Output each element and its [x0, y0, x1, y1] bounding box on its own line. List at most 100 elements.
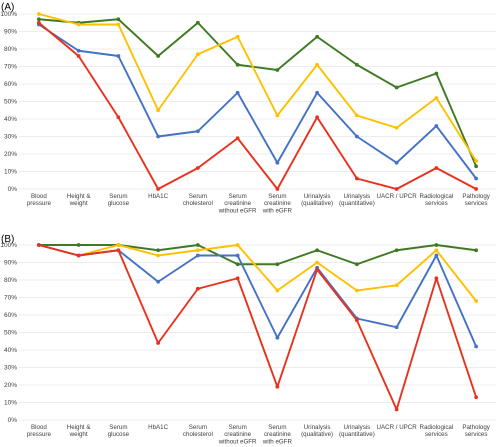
data-point [195, 52, 200, 57]
x-tick-label: Serum cholesterol [183, 424, 213, 438]
data-point [474, 187, 479, 191]
data-point [315, 260, 320, 265]
data-point [235, 253, 240, 258]
data-point [354, 113, 359, 118]
data-point [195, 286, 200, 291]
data-point [354, 62, 359, 67]
data-point [156, 187, 161, 191]
x-tick-label: Serum creatinine without eGFR [218, 424, 257, 445]
x-tick-label: Pathology services [462, 193, 490, 207]
data-point [195, 166, 200, 170]
data-point [76, 48, 81, 53]
x-tick-label: Pathology services [462, 424, 490, 438]
data-point [275, 262, 280, 267]
data-point [116, 243, 121, 247]
x-tick-label: Serum glucose [108, 424, 130, 438]
y-tick-label: 30% [4, 365, 17, 372]
data-point [394, 160, 399, 165]
data-point [195, 129, 200, 134]
series-line-1 [38, 13, 477, 162]
data-point [235, 136, 240, 141]
data-point [235, 62, 240, 67]
y-tick-label: 70% [4, 64, 17, 71]
y-tick-label: 40% [4, 347, 17, 354]
data-point [36, 17, 41, 22]
data-point [116, 248, 121, 253]
data-point [275, 68, 280, 72]
data-point [275, 160, 280, 165]
data-point [315, 115, 320, 120]
series-line-0 [38, 18, 478, 167]
y-tick-label: 70% [4, 295, 17, 302]
data-point [76, 54, 81, 58]
data-point [434, 166, 439, 170]
data-point [156, 54, 161, 58]
data-point [195, 20, 200, 25]
y-tick-label: 40% [4, 116, 17, 123]
x-tick-label: Serum cholesterol [183, 193, 213, 207]
data-point [195, 243, 200, 247]
x-tick-label: HbA1C [148, 424, 168, 431]
x-tick-label: Urinalysis (quantitative) [339, 193, 375, 207]
panel-a: (A) 0% 10% 20% 30% 40% 50% 60% 70% 80% 90% 100% Bloo… [0, 2, 496, 214]
y-tick-label: 80% [4, 277, 17, 284]
data-point [315, 267, 320, 272]
data-point [354, 134, 359, 139]
y-tick-label: 60% [4, 312, 17, 319]
data-point [275, 288, 280, 293]
data-point [156, 279, 161, 284]
y-tick-label: 90% [4, 260, 17, 267]
data-point [275, 384, 280, 389]
data-point [275, 113, 280, 118]
x-tick-label: Serum creatinine with eGFR [262, 424, 293, 445]
y-tick-label: 10% [4, 400, 17, 407]
data-point [116, 115, 121, 120]
y-tick-label: 20% [4, 382, 17, 389]
data-point [474, 176, 479, 181]
data-point [156, 341, 161, 345]
y-tick-label: 100% [0, 242, 17, 249]
data-point [394, 407, 399, 412]
x-tick-label: Urinalysis (quantitative) [339, 424, 375, 438]
data-point [315, 248, 320, 253]
data-point [156, 108, 161, 113]
y-tick-label: 50% [4, 99, 17, 106]
y-tick-label: 90% [4, 29, 17, 36]
data-point [36, 243, 41, 247]
series-line-2 [38, 23, 477, 180]
data-point [235, 34, 240, 39]
panel-label: (B) [1, 234, 14, 245]
y-tick-label: 30% [4, 134, 17, 141]
data-point [354, 318, 359, 323]
y-tick-label: 100% [0, 11, 17, 18]
x-tick-label: UACR / UPCR [377, 424, 418, 431]
series-line-3 [38, 244, 478, 411]
y-tick-label: 0% [8, 186, 18, 193]
y-tick-label: 80% [4, 46, 17, 53]
data-point [354, 288, 359, 293]
data-point [235, 276, 240, 281]
x-tick-label: Serum creatinine with eGFR [262, 193, 293, 214]
data-point [474, 299, 479, 303]
y-tick-label: 20% [4, 151, 17, 158]
x-tick-label: Radiological services [420, 193, 454, 207]
data-point [474, 164, 479, 169]
data-point [36, 20, 41, 25]
data-point [235, 90, 240, 95]
x-tick-label: Height & weight [67, 193, 92, 207]
data-point [434, 243, 439, 247]
x-tick-label: Height & weight [67, 424, 92, 438]
y-tick-label: 60% [4, 81, 17, 88]
data-point [275, 335, 280, 340]
data-point [156, 248, 161, 253]
data-point [434, 96, 439, 100]
x-tick-label: Serum glucose [108, 193, 130, 207]
data-point [474, 344, 479, 349]
data-point [474, 395, 479, 400]
x-tick-label: Serum creatinine without eGFR [218, 193, 257, 214]
series-line-1 [38, 244, 477, 302]
data-point [156, 253, 161, 258]
data-point [394, 283, 399, 288]
data-point [394, 325, 399, 330]
